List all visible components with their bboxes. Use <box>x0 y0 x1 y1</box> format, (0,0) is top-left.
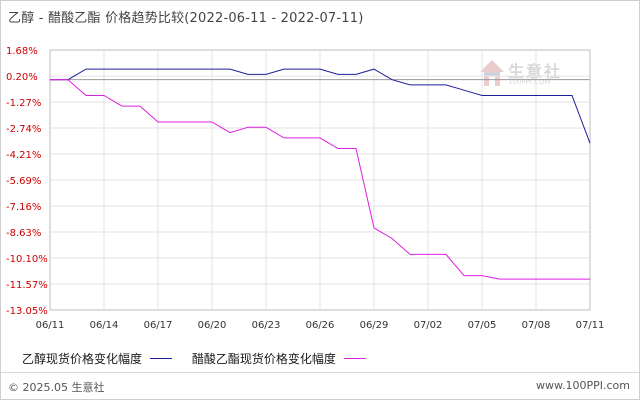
footer-copyright: © 2025.05 生意社 <box>8 381 105 394</box>
y-tick-label: -8.63% <box>6 228 41 239</box>
plot-border <box>49 49 591 311</box>
y-tick-label: -5.69% <box>6 176 41 187</box>
y-tick-label: 1.68% <box>6 46 38 57</box>
x-tick-label: 07/11 <box>576 320 605 331</box>
y-tick-label: -13.05% <box>6 306 48 317</box>
series-line-ethyl-acetate <box>50 79 590 280</box>
y-tick-label: -10.10% <box>6 254 48 265</box>
x-tick-label: 07/05 <box>468 320 497 331</box>
legend-swatch-ethyl-acetate <box>343 358 366 359</box>
y-tick-label: -11.57% <box>6 280 48 291</box>
legend-swatch-ethanol <box>150 358 173 359</box>
legend-label-ethanol: 乙醇现货价格变化幅度 <box>22 352 143 366</box>
x-tick-label: 06/20 <box>198 320 227 331</box>
x-tick-label: 07/08 <box>522 320 551 331</box>
legend-item-ethyl-acetate: 醋酸乙酯现货价格变化幅度 <box>192 350 366 367</box>
y-tick-label: -7.16% <box>6 202 41 213</box>
legend-item-ethanol: 乙醇现货价格变化幅度 <box>22 350 173 367</box>
legend-label-ethyl-acetate: 醋酸乙酯现货价格变化幅度 <box>191 352 336 366</box>
y-tick-label: -1.27% <box>6 98 41 109</box>
y-tick-label: -2.74% <box>6 124 41 135</box>
footer-divider <box>0 372 640 373</box>
chart-title: 乙醇 - 醋酸乙酯 价格趋势比较(2022-06-11 - 2022-07-11… <box>8 11 364 26</box>
chart-plot: 1.68% 0.20% -1.27% -2.74% -4.21% -5.69% -7.16%… <box>6 46 605 331</box>
legend: 乙醇现货价格变化幅度 醋酸乙酯现货价格变化幅度 <box>22 350 382 367</box>
series-line-ethanol <box>50 68 591 144</box>
x-tick-label: 06/14 <box>90 320 119 331</box>
footer-url: www.100PPI.com <box>536 379 630 392</box>
x-tick-label: 06/29 <box>360 320 389 331</box>
x-tick-label: 06/17 <box>144 320 173 331</box>
y-tick-label: 0.20% <box>6 72 38 83</box>
x-tick-label: 06/11 <box>36 320 65 331</box>
watermark-url: 100PPI.COM <box>508 78 551 86</box>
x-tick-label: 07/02 <box>414 320 443 331</box>
x-tick-label: 06/26 <box>306 320 335 331</box>
x-tick-label: 06/23 <box>252 320 281 331</box>
y-tick-label: -4.21% <box>6 150 41 161</box>
